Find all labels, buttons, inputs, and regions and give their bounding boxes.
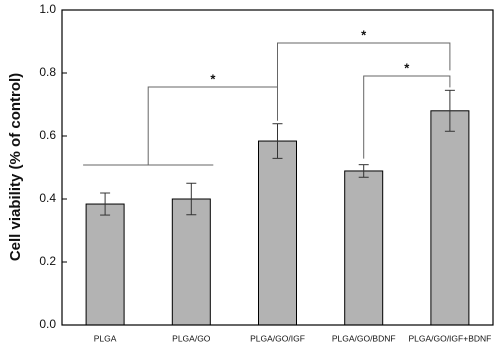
- significance-label: *: [404, 60, 410, 75]
- x-tick-label: PLGA/GO/BDNF: [332, 333, 396, 343]
- significance-label: *: [361, 27, 367, 42]
- bar: [430, 110, 470, 326]
- x-tick-label: PLGA/GO/IGF: [250, 333, 305, 343]
- y-tick-label: 0.0: [39, 317, 56, 331]
- x-tick-label: PLGA/GO/IGF+BDNF: [408, 333, 491, 343]
- y-tick-label: 0.8: [39, 65, 56, 79]
- x-tick-label: PLGA: [94, 333, 117, 343]
- y-axis-label: Cell viability (% of control): [7, 73, 24, 261]
- bar: [85, 203, 125, 326]
- significance-bracket: [83, 86, 278, 166]
- y-tick-label: 0.6: [39, 128, 56, 142]
- error-bar: [272, 123, 283, 159]
- plot-frame: [61, 9, 494, 326]
- error-bar: [358, 164, 369, 178]
- significance-bracket: [277, 42, 451, 110]
- y-tick-label: 1.0: [39, 2, 56, 16]
- error-bar: [100, 192, 111, 216]
- error-bar: [444, 89, 455, 132]
- x-tick-label: PLGA/GO: [172, 333, 211, 343]
- y-tick-label: 0.4: [39, 191, 56, 205]
- bar: [258, 140, 297, 326]
- bar: [344, 170, 384, 326]
- significance-label: *: [210, 71, 216, 86]
- significance-bracket: [363, 75, 451, 159]
- bar: [171, 198, 211, 326]
- y-tick-label: 0.2: [39, 254, 56, 268]
- error-bar: [186, 182, 197, 216]
